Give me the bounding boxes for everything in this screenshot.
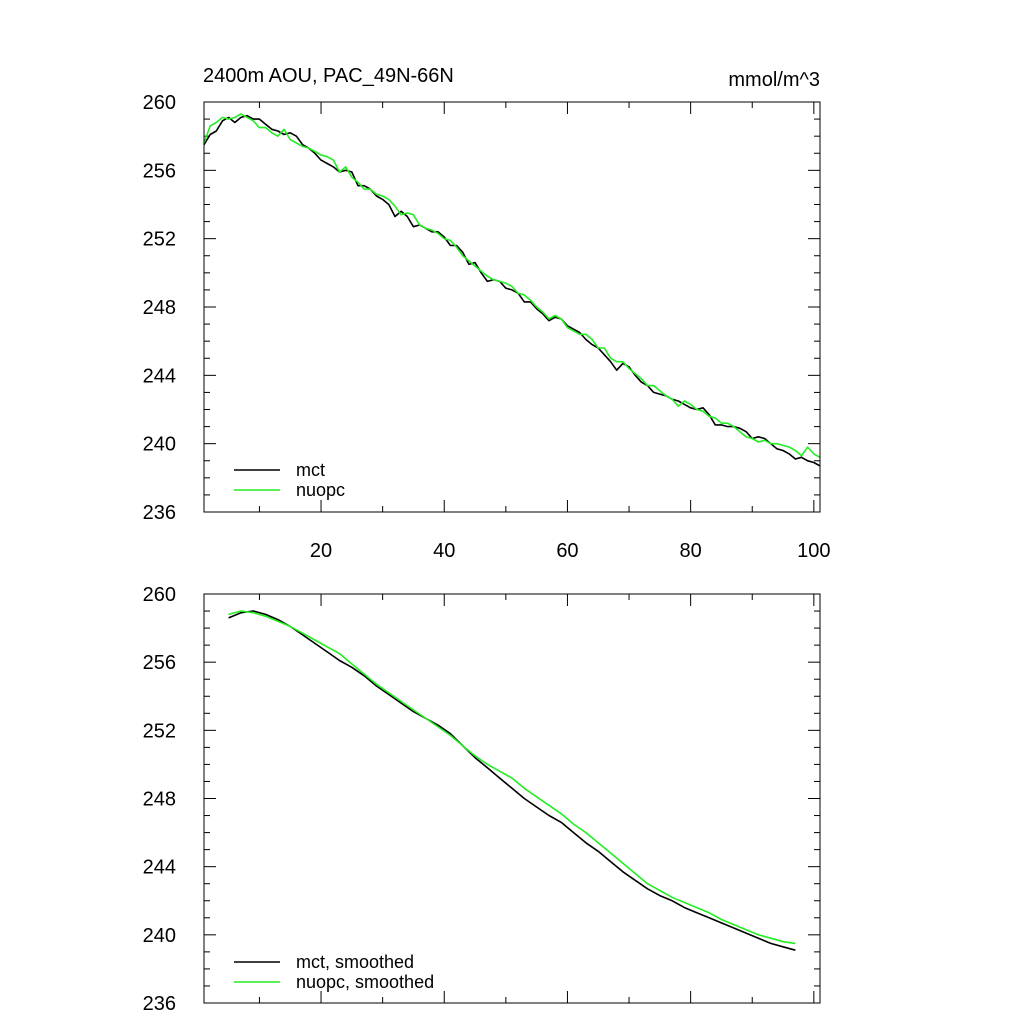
y-tick-label: 256 [143,652,176,674]
y-tick-label: 260 [143,584,176,606]
legend-label: mct [296,460,325,480]
y-tick-label: 252 [143,229,176,251]
y-tick-label: 260 [143,92,176,114]
y-tick-label: 236 [143,502,176,524]
y-tick-label: 240 [143,925,176,947]
plot-frame [203,593,821,1004]
x-tick-label: 40 [433,540,455,562]
x-tick-label: 80 [680,540,702,562]
axis-ticks [204,593,820,1004]
plot-area [203,113,821,467]
y-tick-label: 248 [143,789,176,811]
units-label: mmol/m^3 [728,69,820,91]
y-tick-label: 252 [143,720,176,742]
axis-ticks [204,101,820,513]
y-tick-label: 244 [143,857,176,879]
x-tick-label: 20 [310,540,332,562]
x-tick-label: 100 [797,540,830,562]
series-line-green [203,113,821,459]
y-tick-label: 240 [143,434,176,456]
tick-labels: 236 240 244 248 252 256 260 [143,584,176,1015]
series-line-black [228,610,796,951]
plot-frame [203,101,821,513]
bottom-line-chart: 236 240 244 248 252 256 260 mct, smoothednuopc… [143,584,821,1015]
top-line-chart: 2400m AOU, PAC_49N-66N mmol/m^3 236 240 24… [143,65,831,562]
y-tick-label: 236 [143,993,176,1015]
y-tick-label: 248 [143,297,176,319]
legend-label: nuopc [296,480,345,500]
x-tick-label: 60 [556,540,578,562]
series-line-black [203,114,821,467]
y-tick-label: 256 [143,160,176,182]
legend-label: mct, smoothed [296,952,414,972]
chart-title: 2400m AOU, PAC_49N-66N [203,65,454,87]
y-tick-label: 244 [143,365,176,387]
series-line-green [228,610,796,945]
legend-label: nuopc, smoothed [296,972,434,992]
tick-labels: 236 240 244 248 252 256 260 20 40 60 80 100 [143,92,831,562]
plot-area [228,610,796,951]
